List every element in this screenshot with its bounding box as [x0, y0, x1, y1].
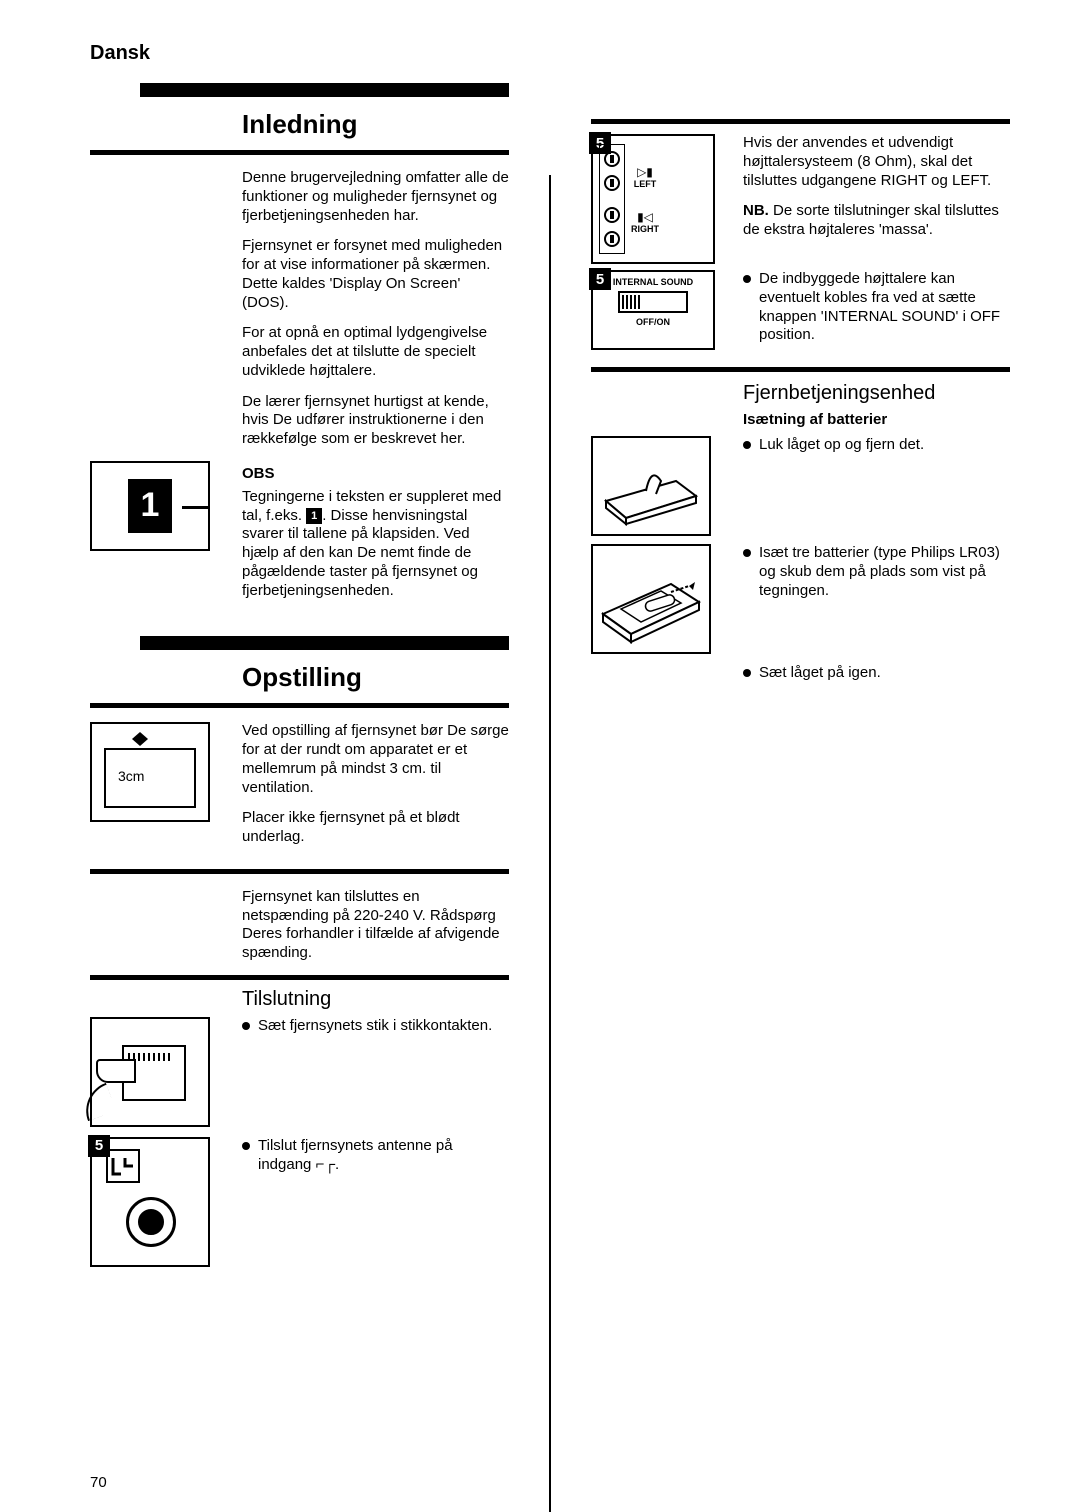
subsection-isaetning: Isætning af batterier	[743, 411, 1010, 428]
speakers-row: 5 ▷▮ LEFT ▮◁	[591, 134, 1010, 264]
bullet-text: Sæt fjernsynets stik i stikkontakten.	[258, 1017, 492, 1036]
right-column: 5 ▷▮ LEFT ▮◁	[591, 83, 1010, 1512]
switch-icon	[618, 291, 688, 313]
arrows-icon	[120, 732, 160, 749]
bullet-text: Tilslut fjernsynets antenne på indgang ⌐…	[258, 1137, 509, 1175]
intsound-bullet: De indbyggede højttalere kan eventuelt k…	[743, 270, 1010, 345]
subsection-tilslutning: Tilslutning	[242, 988, 509, 1011]
bullet-icon	[242, 1142, 250, 1150]
opstilling-p3: Fjernsynet kan tilsluttes en netspænding…	[242, 888, 509, 963]
nb-label: NB.	[743, 202, 769, 219]
section-title-opstilling: Opstilling	[242, 662, 509, 693]
obs-text: Tegningerne i teksten er suppleret med t…	[242, 488, 509, 601]
antenna-row: 5 Tilslut fjernsynets antenne på indgang…	[90, 1137, 509, 1267]
divider	[90, 869, 509, 874]
fig-1-number: 1	[128, 479, 172, 533]
speaker-right-icon: ▮◁	[631, 210, 659, 224]
divider	[90, 150, 509, 155]
antenna-icon: 5	[90, 1137, 228, 1267]
right-p1: Hvis der anvendes et udvendigt højttaler…	[743, 134, 1010, 190]
opstilling-p1: Ved opstilling af fjernsynet bør De sørg…	[242, 722, 509, 797]
battery-row: Isæt tre batterier (type Philips LR03) o…	[591, 544, 1010, 654]
intro-p1: Denne brugervejledning omfatter alle de …	[242, 169, 509, 225]
page-number: 70	[90, 1474, 107, 1491]
coax-icon	[126, 1197, 176, 1247]
fjern-bullet-1: Luk låget op og fjern det.	[743, 436, 1010, 455]
intro-p4: De lærer fjernsynet hurtigst at kende, h…	[242, 393, 509, 449]
section-bar	[140, 83, 509, 97]
divider	[90, 703, 509, 708]
left-column: Inledning Denne brugervejledning omfatte…	[90, 83, 509, 1512]
fig-1-icon: 1	[90, 461, 228, 551]
right-label: RIGHT	[631, 224, 659, 234]
tv-row: 3cm Ved opstilling af fjernsynet bør De …	[90, 722, 509, 859]
divider	[90, 975, 509, 980]
bullet-text: Luk låget op og fjern det.	[759, 436, 924, 455]
bullet-text: De indbyggede højttalere kan eventuelt k…	[759, 270, 1010, 345]
tilslutning-bullet-2: Tilslut fjernsynets antenne på indgang ⌐…	[242, 1137, 509, 1175]
language-header: Dansk	[90, 42, 1010, 65]
divider	[591, 119, 1010, 124]
fjern-bullet-3: Sæt låget på igen.	[743, 664, 1010, 683]
tilslutning-bullet-1: Sæt fjernsynets stik i stikkontakten.	[242, 1017, 509, 1036]
remote-open-icon	[591, 436, 729, 536]
inline-ref-icon: 1	[306, 508, 322, 524]
section-title-inledning: Inledning	[242, 109, 509, 140]
plug-row: Sæt fjernsynets stik i stikkontakten.	[90, 1017, 509, 1127]
nb-text: De sorte tilslutninger skal tilsluttes d…	[743, 202, 999, 238]
bullet-text: Sæt låget på igen.	[759, 664, 881, 683]
bullet-icon	[743, 549, 751, 557]
bullet-icon	[743, 275, 751, 283]
obs-row: 1 OBS Tegningerne i teksten er suppleret…	[90, 461, 509, 613]
right-nb: NB. De sorte tilslutninger skal tilslutt…	[743, 202, 1010, 240]
plug-icon	[90, 1017, 228, 1127]
page-columns: Inledning Denne brugervejledning omfatte…	[90, 83, 1010, 1512]
speaker-left-icon: ▷▮	[631, 165, 659, 179]
opstilling-p2: Placer ikke fjernsynet på et blødt under…	[242, 809, 509, 847]
internal-sound-label: INTERNAL SOUND	[599, 278, 707, 287]
divider	[591, 367, 1010, 372]
obs-label: OBS	[242, 465, 509, 482]
section-bar	[140, 636, 509, 650]
bullet-icon	[743, 669, 751, 677]
bullet-icon	[242, 1022, 250, 1030]
left-label: LEFT	[631, 179, 659, 189]
antenna-symbol-icon	[106, 1149, 140, 1183]
battery-insert-icon	[591, 544, 729, 654]
off-on-label: OFF/ON	[599, 317, 707, 327]
intsound-row: 5 INTERNAL SOUND OFF/ON De indbyggede hø…	[591, 270, 1010, 353]
intro-p2: Fjernsynet er forsynet med muligheden fo…	[242, 237, 509, 312]
speaker-terminals-icon: 5 ▷▮ LEFT ▮◁	[591, 134, 729, 264]
intro-p3: For at opnå en optimal lydgengivelse anb…	[242, 324, 509, 380]
terminal-stack	[599, 144, 625, 254]
bullet-text: Isæt tre batterier (type Philips LR03) o…	[759, 544, 1010, 600]
bullet-icon	[743, 441, 751, 449]
section-title-fjernbetjening: Fjernbetjeningsenhed	[743, 382, 1010, 405]
tv-ventilation-icon: 3cm	[90, 722, 228, 822]
column-divider	[549, 175, 551, 1512]
fjern-bullet-2: Isæt tre batterier (type Philips LR03) o…	[743, 544, 1010, 600]
remote-open-row: Luk låget op og fjern det.	[591, 436, 1010, 536]
internal-sound-icon: 5 INTERNAL SOUND OFF/ON	[591, 270, 729, 350]
